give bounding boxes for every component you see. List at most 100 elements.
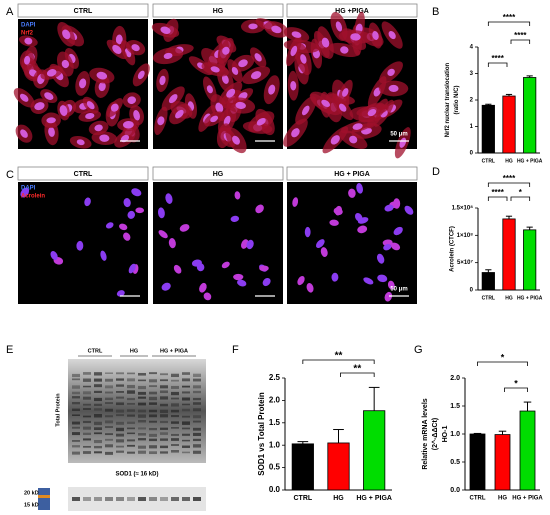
nucleus <box>306 283 314 293</box>
blot-band <box>138 450 146 454</box>
condition-box <box>152 166 284 181</box>
nucleus <box>248 23 258 30</box>
blot-band <box>149 402 157 405</box>
y-tick-label: 0.5 <box>269 463 281 472</box>
blot-band <box>83 385 91 388</box>
scale-bar-label: 50 μm <box>390 287 407 293</box>
significance-label: ** <box>353 364 361 375</box>
y-tick-label: 1.0 <box>450 431 460 438</box>
nucleus <box>19 93 29 102</box>
blot-band <box>182 433 190 436</box>
sod1-band <box>127 497 135 501</box>
blot-band <box>193 373 201 377</box>
blot-band <box>105 426 113 428</box>
nucleus <box>259 265 269 272</box>
y-tick-label: 0 <box>470 288 474 294</box>
blot-band <box>83 415 91 418</box>
blot-band <box>149 451 157 455</box>
blot-band <box>105 397 113 401</box>
nucleus <box>235 101 246 109</box>
blot-band <box>83 396 91 400</box>
blot-band <box>149 427 157 431</box>
nucleus <box>297 275 305 286</box>
nucleus <box>256 117 266 126</box>
sod1-band <box>94 497 102 501</box>
blot-band <box>105 415 113 418</box>
blot-band <box>138 438 146 441</box>
nucleus <box>233 273 244 281</box>
nucleus <box>210 115 219 123</box>
blot-band <box>149 372 157 375</box>
blot-band <box>105 433 113 436</box>
nucleus <box>215 102 224 113</box>
y-axis-label: Relative mRNA levels <box>422 398 429 469</box>
blot-band <box>182 372 190 375</box>
nucleus <box>357 217 369 224</box>
blot-band <box>182 415 190 418</box>
y-tick-label: 0.0 <box>450 487 460 494</box>
blot-band <box>182 427 190 430</box>
blot-band <box>127 384 135 389</box>
blot-band <box>83 451 91 454</box>
blot-band <box>138 379 146 382</box>
blot-band <box>182 451 190 454</box>
blot-band <box>127 421 135 424</box>
blot-band <box>116 414 124 417</box>
nucleus <box>157 207 165 219</box>
blot-band <box>105 444 113 448</box>
x-tick-label: HG + PIGA <box>517 158 543 164</box>
y-tick-label: 1 <box>470 124 474 130</box>
blot-band <box>193 444 201 448</box>
blot-band <box>160 445 168 449</box>
nucleus <box>76 240 84 251</box>
nucleus <box>232 135 240 145</box>
nucleus <box>367 109 377 117</box>
blot-band <box>171 421 179 424</box>
nucleus <box>387 68 395 77</box>
group-label: HG <box>130 348 138 354</box>
nucleus <box>110 103 119 112</box>
blot-band <box>193 420 201 423</box>
y-axis-label: (2^-ΔΔCt) <box>431 418 439 450</box>
nucleus <box>76 139 85 146</box>
nucleus <box>24 55 31 65</box>
nucleus <box>50 250 58 260</box>
nucleus <box>356 183 363 194</box>
blot-band <box>193 390 201 394</box>
blot-band <box>94 414 102 418</box>
blot-band <box>160 438 168 441</box>
significance-bracket <box>487 196 508 201</box>
blot-band <box>83 408 91 410</box>
nucleus <box>85 112 95 120</box>
bar <box>523 229 537 291</box>
blot-band <box>171 385 179 389</box>
condition-box <box>286 3 418 18</box>
significance-bracket <box>510 39 531 44</box>
blot-band <box>149 420 157 423</box>
nucleus <box>122 120 134 129</box>
nucleus <box>352 123 363 130</box>
significance-label: **** <box>503 174 516 183</box>
nucleus <box>383 243 392 251</box>
nucleus <box>112 44 122 54</box>
nucleus <box>131 188 142 197</box>
blot-band <box>127 439 135 442</box>
blot-label: Total Protein <box>55 393 61 427</box>
blot-band <box>193 415 201 419</box>
nucleus <box>334 205 343 216</box>
x-tick-label: HG + PIGA <box>356 495 392 502</box>
nucleus <box>241 239 249 249</box>
blot-band <box>83 432 91 435</box>
blot-band <box>116 427 124 432</box>
nucleus <box>349 135 358 144</box>
nucleus <box>376 253 385 264</box>
sod1-band <box>116 497 124 501</box>
nucleus <box>105 222 114 229</box>
blot-band <box>193 402 201 405</box>
nucleus <box>321 99 331 108</box>
blot-band <box>94 427 102 430</box>
nucleus <box>98 82 106 92</box>
x-tick-label: HG <box>505 295 513 301</box>
condition-label: CTRL <box>74 8 93 15</box>
blot-band <box>105 420 113 424</box>
